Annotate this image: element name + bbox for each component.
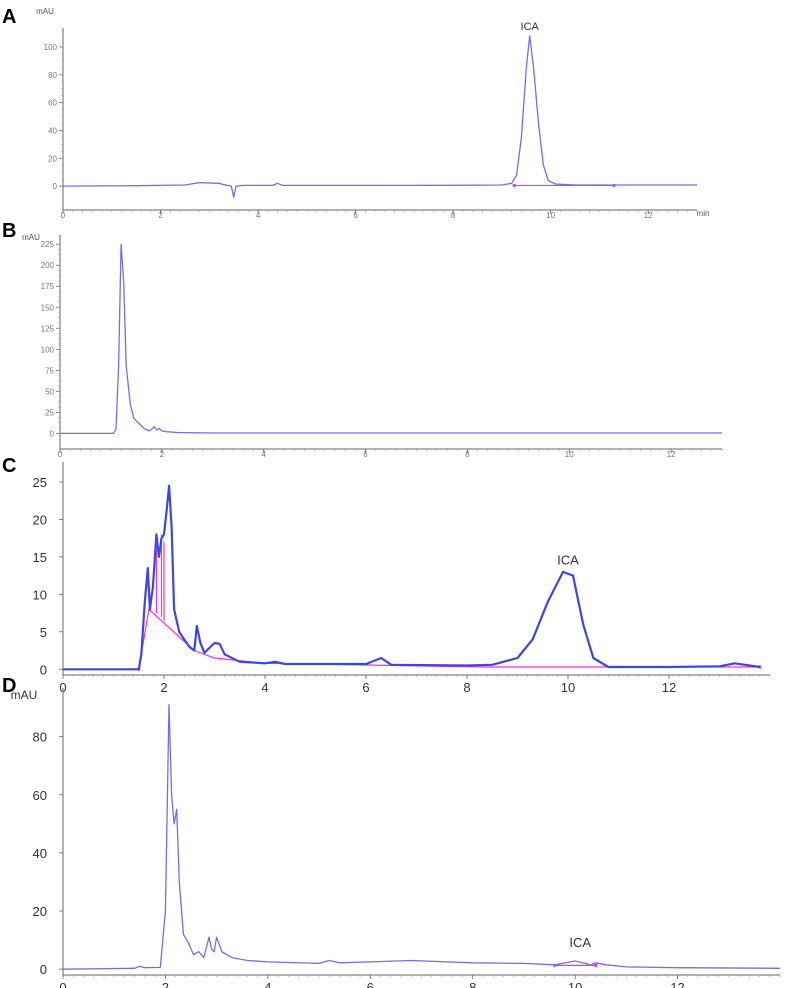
x-tick-label-c: 6 xyxy=(362,680,369,695)
x-tick-label-d: 2 xyxy=(162,980,169,988)
y-tick-label-c: 20 xyxy=(33,512,47,527)
y-tick-label-b: 100 xyxy=(41,345,55,354)
y-tick-label-d: 80 xyxy=(33,730,47,745)
y-tick-label-b: 150 xyxy=(41,303,55,312)
y-tick-label-d: 20 xyxy=(33,904,47,919)
y-tick-label-a: 0 xyxy=(53,182,58,191)
x-tick-label-c: 4 xyxy=(261,680,268,695)
panel-d: D 0 2 4 6 8 10 12 0 20 40 60 80 mAU ICA xyxy=(0,675,789,988)
x-tick-label-d: 12 xyxy=(670,980,684,988)
y-tick-label-a: 60 xyxy=(48,99,57,108)
x-tick-label-b: 8 xyxy=(465,450,470,459)
x-tick-label-a: 0 xyxy=(61,211,66,220)
panel-letter-c: C xyxy=(2,455,17,477)
x-tick-label-d: 10 xyxy=(568,980,582,988)
x-tick-label-d: 8 xyxy=(469,980,476,988)
integration-baseline-c xyxy=(138,608,760,670)
x-tick-label-b: 0 xyxy=(58,450,63,459)
trace-line-d xyxy=(62,703,781,970)
panel-b: B 0 2 4 6 8 10 12 0 25 50 75 100 125 150 175 200 225 mAU xyxy=(0,220,789,459)
panel-c: C 0 2 4 6 8 10 12 0 5 10 15 20 25 ICA xyxy=(0,455,789,695)
x-tick-label-b: 4 xyxy=(261,450,266,459)
y-tick-label-c: 15 xyxy=(33,550,47,565)
y-tick-label-a: 40 xyxy=(48,126,57,135)
y-tick-label-b: 225 xyxy=(41,240,55,249)
peak-label-ica-a: ICA xyxy=(521,21,540,33)
peak-label-ica-c: ICA xyxy=(557,552,579,567)
y-tick-label-d: 0 xyxy=(40,962,47,977)
panel-letter-d: D xyxy=(2,675,17,697)
x-tick-label-b: 10 xyxy=(565,450,574,459)
trace-line-b xyxy=(60,243,722,435)
panel-letter-b: B xyxy=(2,220,17,242)
y-tick-label-c: 5 xyxy=(40,625,47,640)
x-tick-label-c: 0 xyxy=(59,680,66,695)
x-tick-label-d: 4 xyxy=(264,980,271,988)
y-tick-label-d: 40 xyxy=(33,846,47,861)
y-tick-label-b: 50 xyxy=(45,387,54,396)
y-tick-label-b: 0 xyxy=(50,429,55,438)
x-tick-label-b: 2 xyxy=(160,450,165,459)
y-tick-label-a: 20 xyxy=(48,154,57,163)
y-tick-label-b: 75 xyxy=(45,366,54,375)
y-unit-label-b: mAU xyxy=(22,233,40,242)
x-tick-label-d: 6 xyxy=(367,980,374,988)
x-tick-label-c: 10 xyxy=(561,680,575,695)
trace-line-a xyxy=(62,35,697,198)
y-tick-label-a: 80 xyxy=(48,71,57,80)
y-tick-label-b: 175 xyxy=(41,282,55,291)
trace-line-c xyxy=(63,484,761,671)
peak-label-ica-d: ICA xyxy=(569,935,591,950)
baseline-marker-d xyxy=(594,963,598,968)
x-tick-label-c: 2 xyxy=(160,680,167,695)
x-tick-label-b: 6 xyxy=(363,450,368,459)
x-tick-label-a: 12 xyxy=(644,211,653,220)
x-tick-label-d: 0 xyxy=(59,980,66,988)
baseline-marker-a xyxy=(512,183,516,188)
panel-a: A 0 2 4 6 8 10 12 0 20 40 60 80 100 mAU min ICA xyxy=(0,0,789,220)
x-tick-label-a: 10 xyxy=(546,211,555,220)
x-tick-label-a: 8 xyxy=(451,211,456,220)
x-tick-label-b: 12 xyxy=(667,450,676,459)
x-tick-label-c: 8 xyxy=(463,680,470,695)
chromatogram-d: 0 2 4 6 8 10 12 0 20 40 60 80 mAU ICA xyxy=(11,688,781,988)
y-tick-label-c: 10 xyxy=(33,587,47,602)
chromatogram-c: 0 2 4 6 8 10 12 0 5 10 15 20 25 ICA xyxy=(33,462,771,695)
y-tick-label-b: 200 xyxy=(41,261,55,270)
chromatogram-a: 0 2 4 6 8 10 12 0 20 40 60 80 100 mAU min ICA xyxy=(36,7,710,220)
x-tick-label-a: 2 xyxy=(158,211,163,220)
x-unit-label-a: min xyxy=(697,209,710,218)
y-unit-label-a: mAU xyxy=(36,7,54,16)
y-unit-label-d: mAU xyxy=(11,688,38,702)
y-tick-label-b: 125 xyxy=(41,324,55,333)
x-tick-label-a: 6 xyxy=(353,211,358,220)
y-tick-label-c: 25 xyxy=(33,475,47,490)
y-tick-label-d: 60 xyxy=(33,788,47,803)
x-tick-label-a: 4 xyxy=(256,211,261,220)
panel-letter-a: A xyxy=(2,6,17,28)
y-tick-label-b: 25 xyxy=(45,408,54,417)
y-tick-label-a: 100 xyxy=(44,43,58,52)
y-tick-label-c: 0 xyxy=(40,662,47,677)
x-tick-label-c: 12 xyxy=(662,680,676,695)
